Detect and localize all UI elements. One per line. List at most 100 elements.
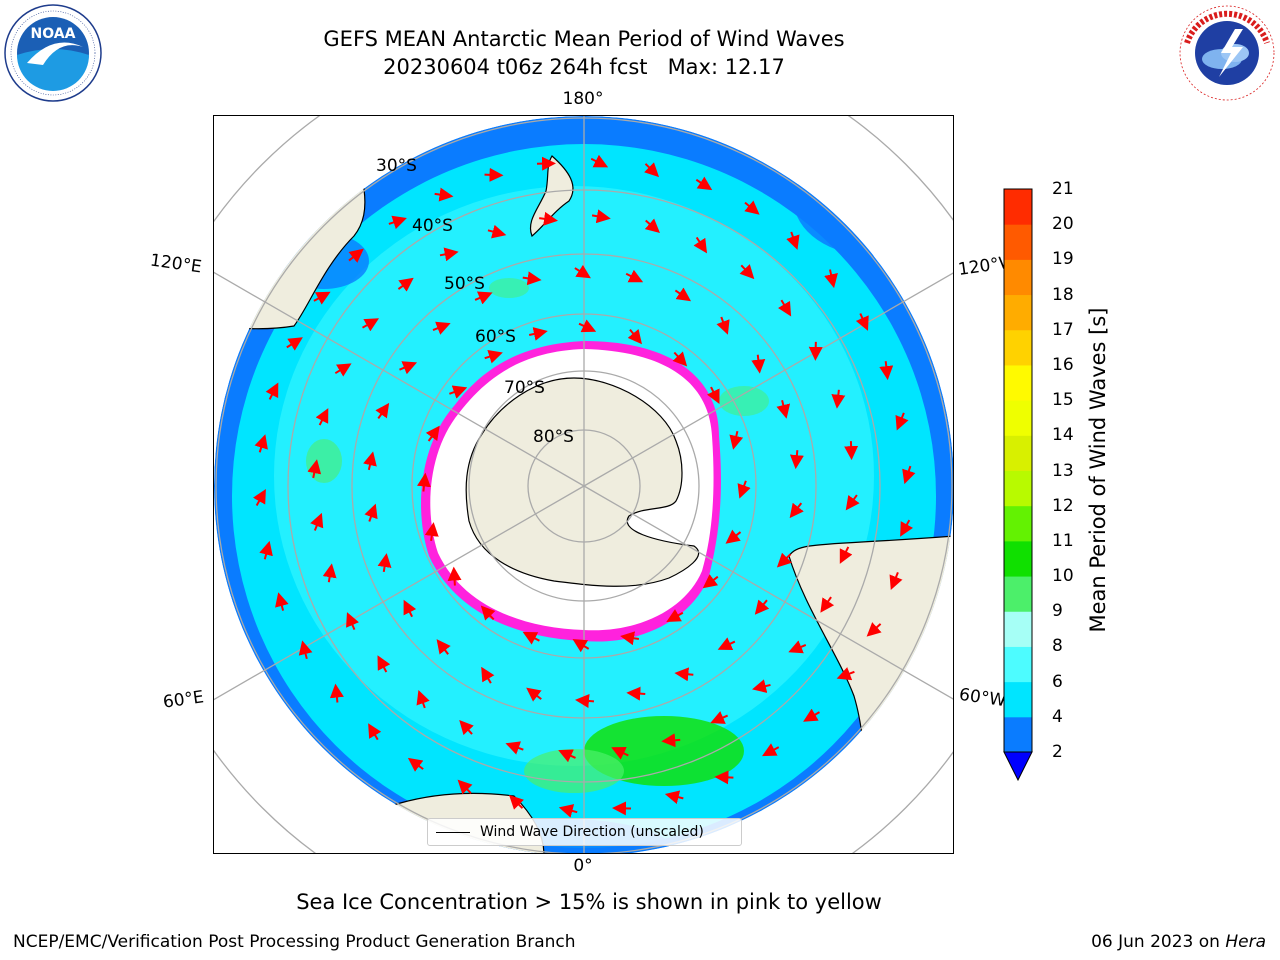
- wind-wave-arrow: [449, 385, 468, 399]
- lon-label-120e: 120°E: [148, 250, 203, 278]
- colorbar-segment: [1004, 576, 1032, 612]
- wind-wave-arrow: [578, 319, 597, 333]
- polar-map: 30°S 40°S 50°S 60°S 70°S 80°S: [213, 115, 954, 854]
- colorbar-segment: [1004, 681, 1032, 718]
- wind-wave-arrow: [329, 683, 344, 703]
- wind-wave-arrow: [900, 519, 914, 537]
- wind-wave-arrow: [522, 631, 540, 645]
- wind-wave-arrow: [789, 450, 804, 470]
- map-plot-area: 30°S 40°S 50°S 60°S 70°S 80°S: [214, 116, 953, 853]
- wind-wave-arrow: [424, 522, 439, 542]
- wind-wave-arrow: [484, 350, 503, 364]
- colorbar-tick-label: 18: [1052, 284, 1074, 305]
- wind-wave-arrow: [839, 546, 853, 564]
- wind-wave-arrow: [706, 386, 720, 405]
- colorbar-tick-label: 6: [1052, 671, 1063, 692]
- wind-wave-arrow: [777, 299, 792, 317]
- svg-text:NOAA: NOAA: [31, 26, 76, 42]
- wind-wave-arrow: [716, 316, 730, 335]
- wind-wave-arrow: [717, 637, 736, 651]
- wind-wave-arrow: [526, 687, 542, 702]
- wind-wave-arrow: [744, 200, 760, 215]
- latitude-labels: 30°S 40°S 50°S 60°S 70°S 80°S: [376, 156, 574, 447]
- colorbar-segment: [1004, 224, 1032, 260]
- colorbar-extend-triangle: [1003, 751, 1033, 782]
- wind-wave-arrow: [313, 291, 331, 305]
- lat-label-60s: 60°S: [475, 327, 516, 347]
- footer-date: 06 Jun 2023 on Hera: [1091, 932, 1266, 952]
- wind-wave-arrow: [644, 218, 660, 234]
- wind-wave-arrow: [737, 480, 751, 499]
- wind-wave-arrow: [252, 488, 266, 507]
- wind-wave-arrow: [447, 566, 462, 586]
- wind-wave-arrow: [627, 328, 643, 345]
- wind-wave-arrow: [762, 743, 780, 757]
- colorbar-segment: [1004, 611, 1032, 647]
- wind-wave-arrow: [259, 540, 273, 560]
- wind-wave-arrow: [480, 605, 496, 621]
- wind-wave-arrow: [307, 459, 322, 479]
- wind-wave-arrow: [298, 640, 313, 660]
- wind-wave-arrow: [574, 264, 591, 279]
- colorbar-label: Mean Period of Wind Waves [s]: [1086, 307, 1110, 633]
- wind-wave-arrow: [710, 711, 729, 724]
- colorbar-segment: [1004, 364, 1032, 401]
- wind-wave-arrow: [403, 599, 417, 618]
- wind-wave-arrow: [286, 337, 303, 351]
- graticule: [214, 116, 953, 853]
- colorbar-segment: [1004, 400, 1032, 436]
- sea-ice-note: Sea Ice Concentration > 15% is shown in …: [296, 890, 882, 914]
- colorbar-segment: [1004, 435, 1032, 471]
- wind-wave-arrow: [625, 269, 644, 283]
- new-zealand: [529, 155, 574, 237]
- wind-wave-arrow: [481, 666, 495, 684]
- wind-wave-arrow: [377, 553, 392, 572]
- wind-wave-arrow: [902, 465, 916, 485]
- colorbar: [1003, 188, 1033, 782]
- colorbar-segment: [1004, 540, 1032, 577]
- colorbar-segment: [1004, 329, 1032, 366]
- wind-wave-arrow: [254, 434, 268, 453]
- colorbar-tick-label: 20: [1052, 214, 1074, 235]
- legend-label: Wind Wave Direction (unscaled): [480, 824, 704, 840]
- wind-wave-arrow: [416, 689, 430, 709]
- wind-wave-arrow: [672, 351, 688, 367]
- wind-wave-arrow: [661, 733, 681, 748]
- wind-wave-arrow: [824, 269, 838, 289]
- colorbar-tick-label: 13: [1052, 460, 1074, 481]
- legend-line-icon: [436, 831, 470, 833]
- wind-wave-arrow: [776, 400, 791, 419]
- wind-wave-arrow: [487, 224, 507, 239]
- wind-wave-arrow: [322, 563, 337, 583]
- wind-wave-arrow: [879, 361, 894, 381]
- wind-wave-arrow: [572, 638, 590, 653]
- noaa-logo: NOAA: [4, 4, 102, 102]
- lon-label-60e: 60°E: [161, 687, 206, 713]
- national-weather-service-logo: [1179, 5, 1275, 101]
- wind-wave-arrow: [895, 412, 909, 431]
- colorbar-segment: [1004, 716, 1032, 753]
- wind-wave-arrow: [265, 382, 279, 400]
- wind-wave-arrow: [693, 236, 708, 254]
- wind-wave-arrow: [434, 187, 454, 202]
- footer-date-text: 06 Jun 2023 on: [1091, 932, 1220, 952]
- wind-wave-arrow: [889, 572, 903, 590]
- wind-wave-arrow: [558, 804, 578, 818]
- wind-wave-arrow: [364, 503, 378, 522]
- wind-wave-arrow: [836, 667, 855, 681]
- colorbar-tick-label: 11: [1052, 530, 1074, 551]
- wind-wave-arrows: [252, 154, 916, 818]
- colorbar-tick-label: 8: [1052, 636, 1063, 657]
- wind-wave-arrow: [751, 354, 766, 374]
- footer-credit: NCEP/EMC/Verification Post Processing Pr…: [13, 932, 576, 952]
- colorbar-tick-label: 16: [1052, 354, 1074, 375]
- wind-wave-arrow: [397, 277, 414, 292]
- wind-wave-arrow: [666, 609, 684, 623]
- colorbar-tick-label: 17: [1052, 319, 1074, 340]
- colorbar-segment: [1004, 646, 1032, 683]
- colorbar-segment: [1004, 470, 1032, 507]
- wind-wave-arrow: [416, 472, 431, 492]
- wind-wave-arrow: [558, 749, 576, 763]
- colorbar-tick-label: 4: [1052, 706, 1063, 727]
- wind-wave-arrow: [674, 287, 692, 302]
